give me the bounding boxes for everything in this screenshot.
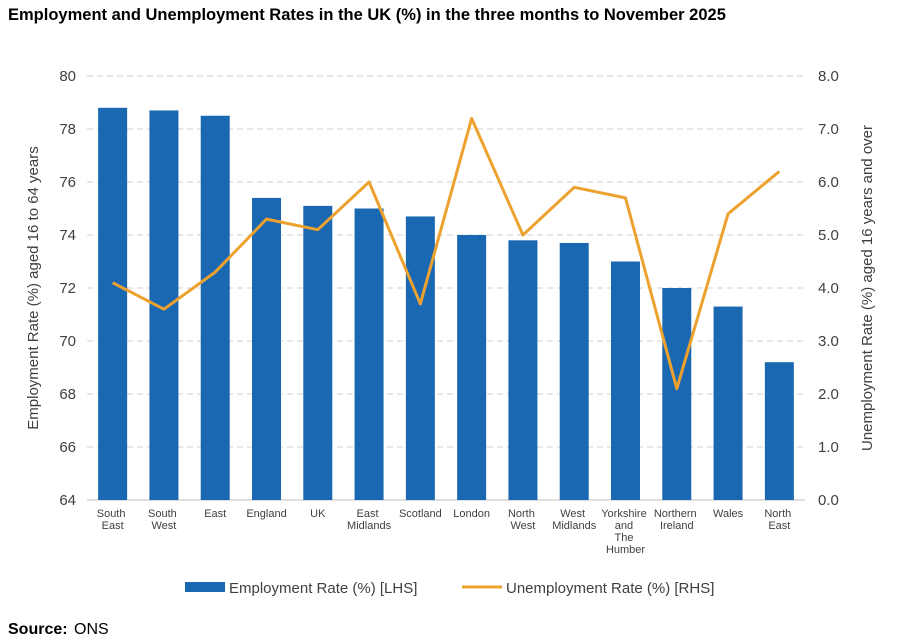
bar <box>252 197 281 500</box>
x-tick-label: UK <box>310 508 326 520</box>
y-tick-label: 74 <box>59 227 76 244</box>
x-tick-label: North East <box>764 508 794 532</box>
bar <box>303 205 333 500</box>
bar <box>713 306 743 500</box>
bar <box>405 216 435 500</box>
y-tick-label: 66 <box>59 439 76 456</box>
x-tick-label: East Midlands <box>347 508 392 532</box>
y-axis-title: Employment Rate (%) aged 16 to 64 years <box>25 146 42 429</box>
source: ONS <box>74 621 109 638</box>
y2-tick-label: 5.0 <box>818 227 839 244</box>
x-tick-label: North West <box>508 508 538 532</box>
x-tick-label: East <box>204 508 226 520</box>
y-tick-label: 80 <box>59 68 76 85</box>
x-tick-label: Northern Ireland <box>654 508 700 532</box>
y2-tick-label: 1.0 <box>818 439 839 456</box>
y2-tick-label: 7.0 <box>818 121 839 138</box>
legend-label: Unemployment Rate (%) [RHS] <box>506 580 714 597</box>
x-tick-label: Yorkshire and The Humber <box>601 508 650 556</box>
x-tick-label: England <box>246 508 286 520</box>
y2-axis-title: Unemployment Rate (%) aged 16 years and … <box>859 125 876 451</box>
bar <box>200 115 230 500</box>
x-tick-label: Wales <box>713 508 744 520</box>
y-tick-label: 76 <box>59 174 76 191</box>
bar <box>508 240 538 501</box>
source-label: Source: <box>8 621 68 638</box>
bar <box>354 208 384 500</box>
bar <box>559 242 589 500</box>
legend-label: Employment Rate (%) [LHS] <box>229 580 417 597</box>
y-tick-label: 70 <box>59 333 76 350</box>
y2-tick-label: 4.0 <box>818 280 839 297</box>
x-tick-label: Scotland <box>399 508 442 520</box>
x-tick-label: London <box>453 508 490 520</box>
line <box>111 116 781 391</box>
bar <box>98 107 128 501</box>
y2-tick-label: 6.0 <box>818 174 839 191</box>
x-tick-label: South East <box>97 508 129 532</box>
bar <box>662 288 692 500</box>
y2-tick-label: 8.0 <box>818 68 839 85</box>
y-tick-label: 68 <box>59 386 76 403</box>
y-tick-label: 78 <box>59 121 76 138</box>
y-tick-label: 72 <box>59 280 76 297</box>
y2-tick-label: 3.0 <box>818 333 839 350</box>
y2-tick-label: 0.0 <box>818 492 839 509</box>
x-tick-label: West Midlands <box>552 508 597 532</box>
chart-title: Employment and Unemployment Rates in the… <box>8 6 726 24</box>
bar <box>611 261 640 500</box>
bar <box>457 235 487 500</box>
legend-swatch <box>185 582 225 592</box>
y2-tick-label: 2.0 <box>818 386 839 403</box>
bar <box>764 362 794 500</box>
y-tick-label: 64 <box>59 492 76 509</box>
x-tick-label: South West <box>148 508 180 532</box>
